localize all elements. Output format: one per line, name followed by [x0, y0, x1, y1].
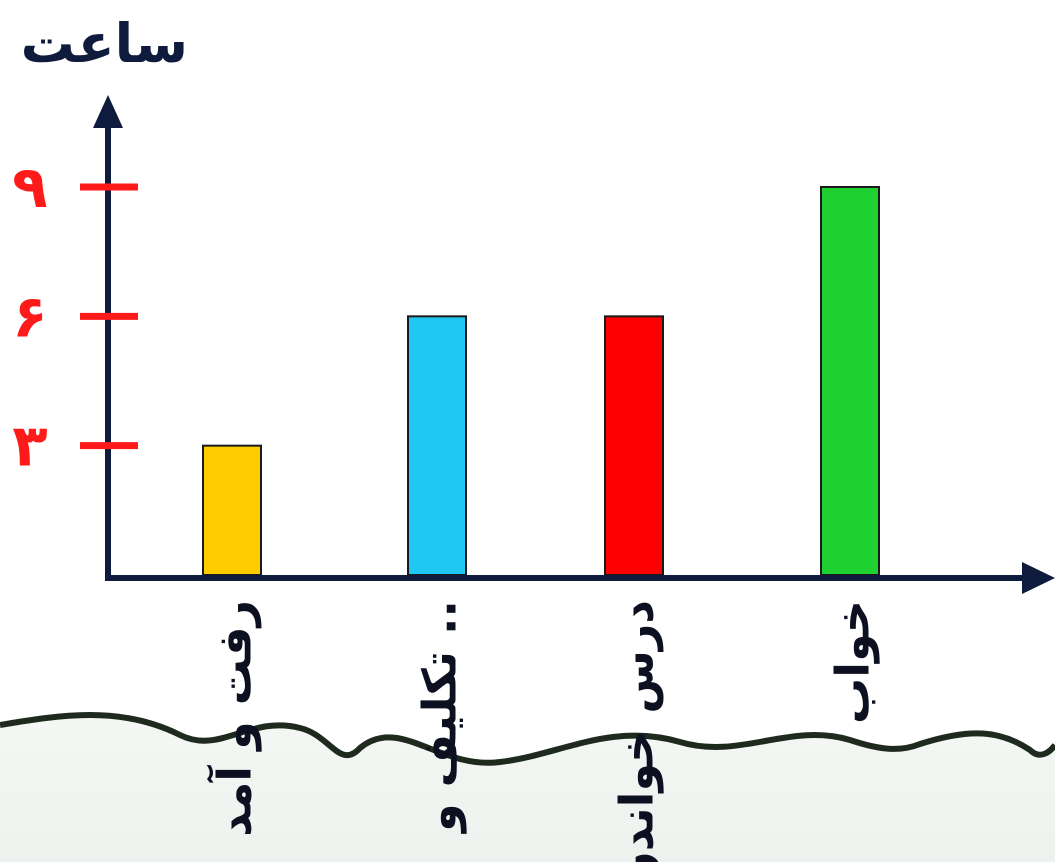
- x-category-label: درس خواندن: [610, 600, 664, 862]
- bar-2: [407, 315, 467, 576]
- torn-paper-region: [0, 715, 1055, 862]
- bar-3: [604, 315, 664, 576]
- y-tick-label: ۳: [12, 412, 47, 480]
- y-tick-label: ۹: [12, 153, 47, 221]
- y-axis-arrow-icon: [93, 95, 123, 128]
- bars-layer: [202, 186, 880, 576]
- x-category-label: تکلیف و ..: [413, 600, 467, 834]
- bar-4: [820, 186, 880, 576]
- category-labels: رفت و آمد تکلیف و .. درس خواندن خواب: [207, 600, 880, 862]
- y-axis-title: ساعت: [21, 12, 188, 75]
- bar-1: [202, 444, 262, 576]
- x-category-label: خواب: [826, 600, 880, 724]
- y-tick-label: ۶: [12, 282, 47, 350]
- x-axis-arrow-icon: [1022, 562, 1055, 594]
- ticks-layer: ۳ ۶ ۹: [12, 153, 138, 480]
- x-category-label: رفت و آمد: [207, 600, 262, 837]
- torn-edge-line: [0, 712, 1055, 766]
